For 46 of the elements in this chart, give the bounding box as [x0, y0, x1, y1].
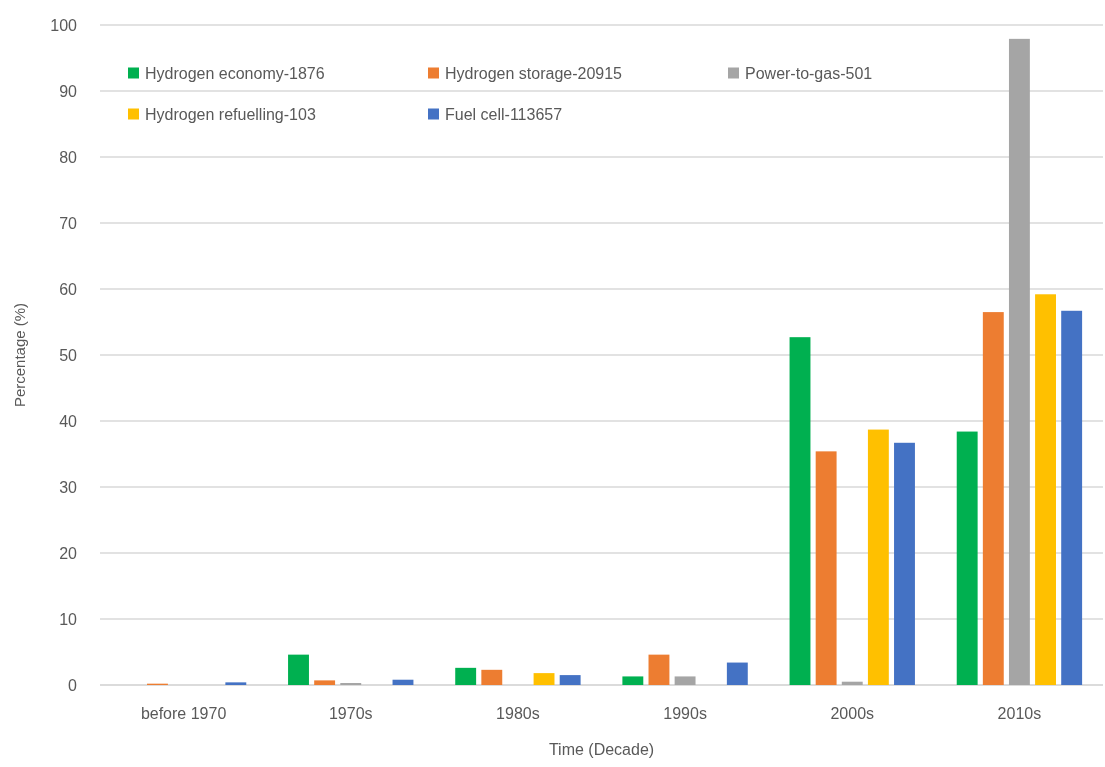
- bar: [648, 654, 670, 685]
- y-tick-label: 10: [59, 610, 78, 628]
- bar: [1008, 38, 1030, 685]
- y-tick-label: 20: [59, 544, 78, 562]
- bar: [481, 669, 503, 685]
- x-tick-label: 2000s: [830, 705, 875, 722]
- bar: [1061, 310, 1083, 685]
- x-tick-label: 2010s: [997, 705, 1042, 722]
- y-tick-label: 30: [59, 478, 78, 496]
- x-tick-label: 1990s: [663, 705, 707, 722]
- bar: [1035, 294, 1056, 685]
- legend-label: Hydrogen storage-20915: [445, 64, 623, 82]
- bar: [288, 654, 309, 685]
- bar: [392, 679, 414, 685]
- bar: [559, 675, 581, 685]
- y-tick-label: 90: [59, 82, 78, 100]
- y-tick-label: 60: [59, 280, 78, 298]
- bar: [894, 442, 915, 685]
- y-tick-label: 70: [59, 214, 78, 232]
- bar: [867, 429, 889, 685]
- bar: [455, 667, 477, 685]
- legend-label: Hydrogen economy-1876: [145, 64, 325, 82]
- bar: [622, 676, 644, 685]
- y-tick-label: 40: [59, 412, 78, 430]
- y-tick-label: 0: [68, 676, 78, 694]
- x-tick-label: before 1970: [140, 705, 227, 722]
- bar: [789, 337, 811, 685]
- legend-label: Power-to-gas-501: [745, 64, 873, 82]
- x-tick-label: 1980s: [496, 705, 540, 722]
- bar: [533, 673, 555, 685]
- bar: [674, 676, 696, 685]
- bar: [841, 681, 863, 685]
- x-tick-label: 1970s: [328, 705, 373, 722]
- bar: [982, 312, 1004, 685]
- y-tick-label: 100: [50, 16, 78, 34]
- x-axis-title: Time (Decade): [548, 741, 655, 758]
- y-tick-label: 80: [59, 148, 78, 166]
- legend-label: Hydrogen refuelling-103: [145, 105, 316, 123]
- y-tick-label: 50: [59, 346, 78, 364]
- legend-label: Fuel cell-113657: [445, 105, 563, 123]
- bar: [956, 431, 978, 685]
- bar: [726, 662, 748, 685]
- y-axis-title: Percentage (%): [11, 302, 29, 408]
- bar: [225, 682, 247, 685]
- bar: [314, 680, 336, 685]
- bar: [815, 451, 837, 685]
